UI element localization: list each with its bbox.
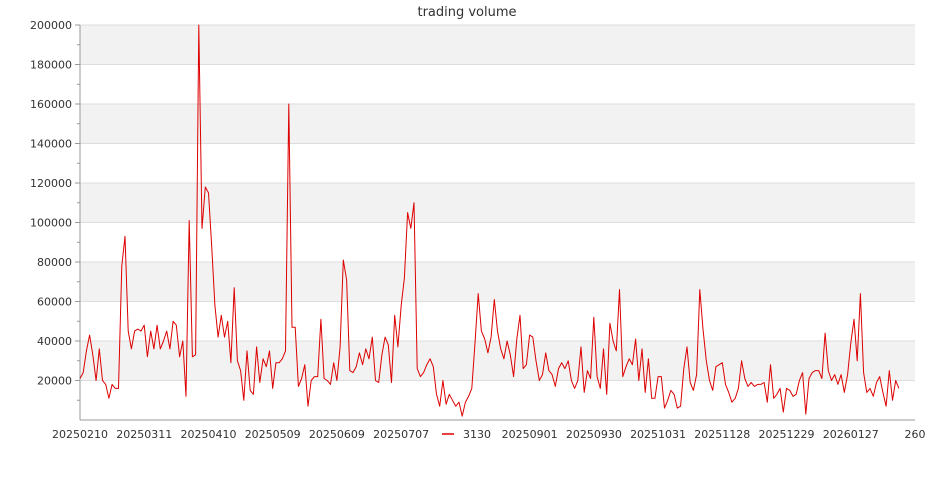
x-tick-label: 20250609 [309, 428, 365, 441]
x-tick-label: 20250930 [566, 428, 622, 441]
x-tick-label: 20250707 [373, 428, 429, 441]
y-tick-label: 180000 [30, 59, 72, 72]
chart-title: trading volume [417, 5, 516, 20]
y-tick-label: 20000 [37, 375, 72, 388]
y-tick-label: 200000 [30, 19, 72, 32]
y-tick-label: 100000 [30, 217, 72, 230]
y-tick-label: 140000 [30, 138, 72, 151]
x-tick-label: 20260127 [823, 428, 879, 441]
y-tick-label: 80000 [37, 256, 72, 269]
y-tick-label: 120000 [30, 177, 72, 190]
y-tick-label: 160000 [30, 98, 72, 111]
x-tick-label: 20251229 [759, 428, 815, 441]
y-tick-label: 40000 [37, 335, 72, 348]
x-tick-label: 20251128 [694, 428, 750, 441]
grid-band [80, 104, 915, 144]
grid-band [80, 183, 915, 223]
x-tick-label: 260 [905, 428, 926, 441]
x-tick-label: 20251031 [630, 428, 686, 441]
legend: 3130 [442, 428, 491, 441]
grid-band [80, 25, 915, 65]
grid-band [80, 341, 915, 381]
x-tick-label: 20250410 [180, 428, 236, 441]
x-tick-label: 20250901 [502, 428, 558, 441]
grid-band [80, 262, 915, 302]
series-line [79, 24, 900, 417]
legend-label: 3130 [463, 428, 491, 441]
x-tick-label: 20250210 [52, 428, 108, 441]
x-tick-label: 20250311 [116, 428, 172, 441]
y-tick-label: 60000 [37, 296, 72, 309]
x-tick-label: 20250509 [245, 428, 301, 441]
